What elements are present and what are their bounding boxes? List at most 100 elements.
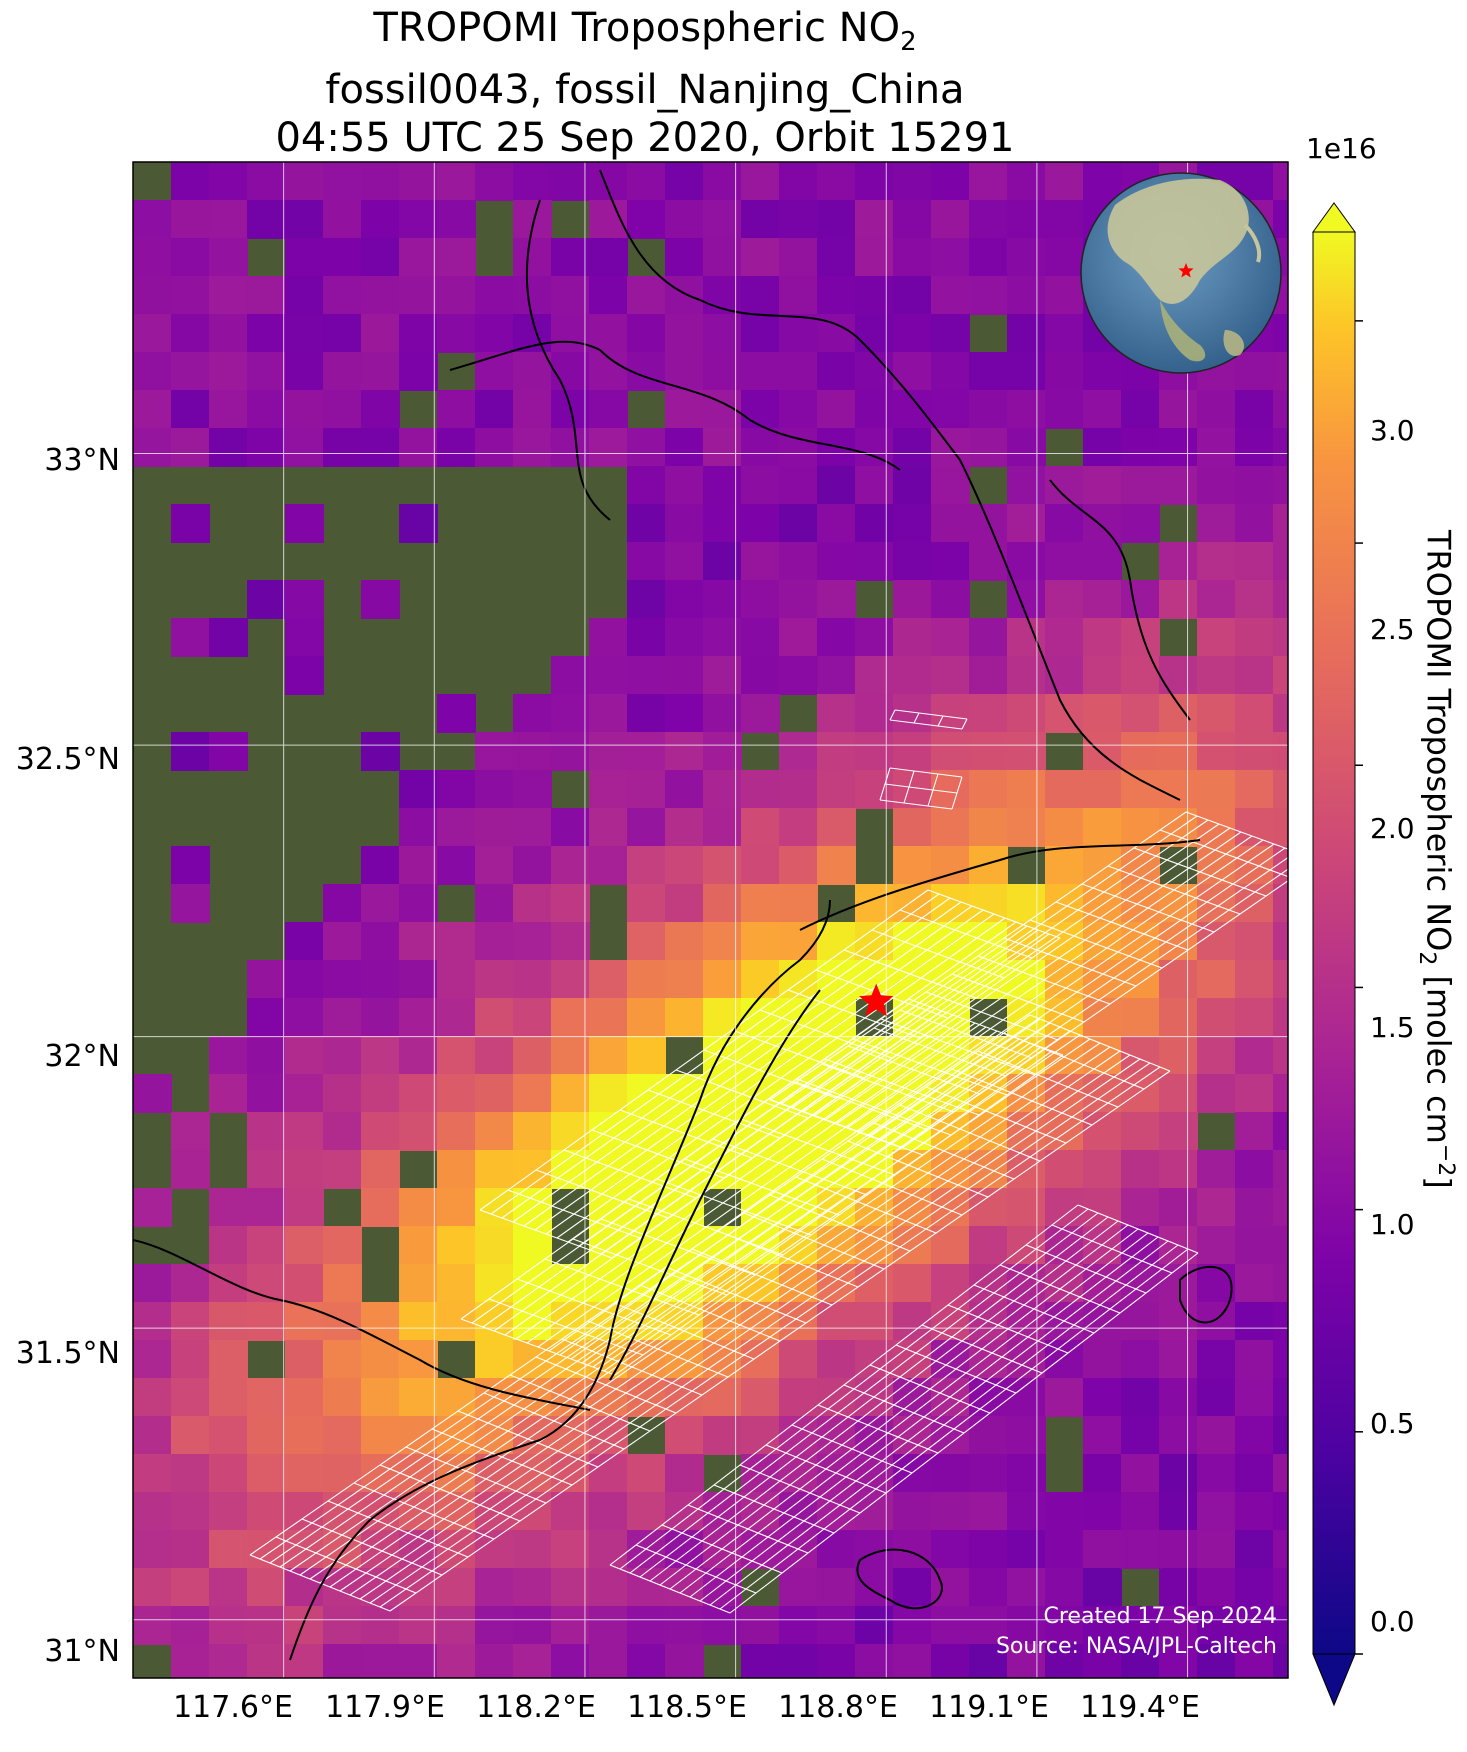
no2-pixel <box>1235 1036 1274 1075</box>
no2-pixel <box>1083 1530 1122 1569</box>
no2-pixel <box>1197 1150 1236 1189</box>
no2-pixel <box>323 238 362 277</box>
no2-pixel <box>969 1568 1008 1607</box>
no2-pixel <box>513 428 552 467</box>
created-date-credit: Created 17 Sep 2024 <box>1043 1604 1278 1629</box>
no2-pixel <box>285 998 324 1037</box>
no2-pixel <box>1083 1454 1122 1493</box>
no2-pixel <box>627 922 666 961</box>
no2-pixel <box>1083 998 1122 1037</box>
no2-pixel <box>209 162 248 201</box>
no2-pixel <box>399 1378 438 1417</box>
no2-pixel <box>1083 1644 1122 1678</box>
no2-pixel <box>703 314 742 353</box>
no2-pixel <box>1045 1188 1084 1227</box>
no2-pixel <box>931 238 970 277</box>
no2-pixel <box>209 1340 248 1379</box>
no2-pixel <box>285 1264 324 1303</box>
no2-pixel <box>171 200 210 239</box>
no2-pixel <box>855 314 894 353</box>
no2-pixel <box>551 694 590 733</box>
no2-pixel <box>1083 1340 1122 1379</box>
no2-pixel <box>1273 884 1288 923</box>
no2-pixel <box>741 428 780 467</box>
no2-pixel <box>1083 618 1122 657</box>
no2-pixel <box>285 276 324 315</box>
no2-pixel <box>741 542 780 581</box>
no2-pixel <box>399 884 438 923</box>
no2-pixel <box>1273 808 1288 847</box>
no2-pixel <box>171 390 210 429</box>
lon-tick-label: 117.9°E <box>325 1690 445 1725</box>
no2-pixel <box>437 1074 476 1113</box>
globe-star-marker <box>1178 263 1194 278</box>
no2-pixel <box>817 162 856 201</box>
no2-pixel <box>551 238 590 277</box>
no2-pixel <box>1007 1416 1046 1455</box>
no2-pixel <box>133 1264 172 1303</box>
no2-pixel <box>1121 1150 1160 1189</box>
no2-pixel <box>361 1378 400 1417</box>
no2-pixel <box>171 618 210 657</box>
no2-pixel <box>323 1454 362 1493</box>
no2-pixel <box>437 200 476 239</box>
no2-pixel <box>475 1150 514 1189</box>
no2-pixel <box>399 1644 438 1678</box>
no2-pixel <box>1007 694 1046 733</box>
no2-pixel <box>1273 1150 1288 1189</box>
no2-pixel <box>779 428 818 467</box>
no2-pixel <box>1273 732 1288 771</box>
no2-pixel <box>171 732 210 771</box>
no2-pixel <box>969 200 1008 239</box>
lat-tick-label: 32.5°N <box>15 742 120 777</box>
no2-pixel <box>627 808 666 847</box>
no2-pixel <box>1045 1378 1084 1417</box>
no2-pixel <box>209 1226 248 1265</box>
no2-pixel <box>665 618 704 657</box>
no2-pixel <box>437 1302 476 1341</box>
no2-pixel <box>931 884 970 923</box>
no2-pixel <box>1007 770 1046 809</box>
no2-pixel <box>703 504 742 543</box>
no2-pixel <box>399 428 438 467</box>
no2-pixel <box>323 1074 362 1113</box>
no2-pixel <box>855 770 894 809</box>
no2-pixel <box>893 314 932 353</box>
no2-pixel <box>627 1492 666 1531</box>
no2-pixel <box>1083 1302 1122 1341</box>
no2-pixel <box>893 200 932 239</box>
no2-pixel <box>969 770 1008 809</box>
no2-pixel <box>1235 1074 1274 1113</box>
no2-pixel <box>665 998 704 1037</box>
no2-pixel <box>969 276 1008 315</box>
no2-pixel <box>741 504 780 543</box>
no2-pixel <box>931 314 970 353</box>
no2-pixel <box>285 1340 324 1379</box>
no2-pixel <box>1083 1150 1122 1189</box>
no2-pixel <box>1045 1530 1084 1569</box>
no2-pixel <box>779 390 818 429</box>
no2-pixel <box>513 1074 552 1113</box>
no2-pixel <box>931 466 970 505</box>
no2-pixel <box>399 504 438 543</box>
no2-pixel <box>627 542 666 581</box>
no2-pixel <box>1083 694 1122 733</box>
no2-pixel <box>893 1568 932 1607</box>
no2-pixel <box>779 162 818 201</box>
colorbar-tick-label: 1.0 <box>1370 1208 1415 1241</box>
source-credit: Source: NASA/JPL-Caltech <box>995 1634 1277 1659</box>
no2-pixel <box>285 580 324 619</box>
no2-pixel <box>361 1188 400 1227</box>
no2-pixel <box>361 732 400 771</box>
no2-pixel <box>817 276 856 315</box>
no2-pixel <box>1159 1150 1198 1189</box>
no2-pixel <box>1045 466 1084 505</box>
no2-pixel <box>589 314 628 353</box>
no2-pixel <box>779 542 818 581</box>
no2-pixel <box>1083 808 1122 847</box>
no2-pixel <box>247 390 286 429</box>
no2-pixel <box>779 1454 818 1493</box>
no2-pixel <box>931 1644 970 1678</box>
no2-pixel <box>247 1074 286 1113</box>
